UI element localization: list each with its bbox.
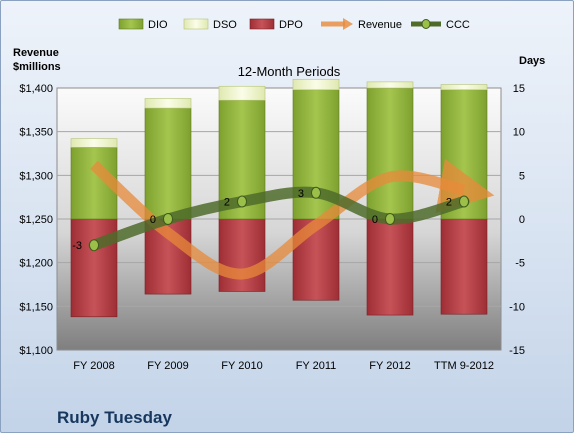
- left-axis-label-line1: Revenue: [13, 47, 59, 59]
- bar-dso: [218, 85, 266, 101]
- tick-labels: $1,100 $1,150 $1,200 $1,250 $1,300 $1,350 $1,4…: [19, 83, 525, 372]
- left-tick-label: $1,100: [19, 345, 53, 357]
- left-tick-label: $1,200: [19, 258, 53, 270]
- category-label: FY 2010: [221, 360, 262, 372]
- right-tick-label: -10: [509, 301, 525, 313]
- left-tick-label: $1,150: [19, 301, 53, 313]
- legend-marker-ccc: [421, 19, 431, 29]
- right-tick-label: -15: [509, 345, 525, 357]
- ccc-data-label: 0: [150, 214, 156, 226]
- ccc-point: [311, 186, 321, 199]
- category-label: FY 2008: [73, 360, 114, 372]
- company-name: Ruby Tuesday: [57, 408, 172, 427]
- ccc-data-label: 3: [298, 188, 304, 200]
- bar-dio: [144, 107, 192, 220]
- category-label: FY 2009: [147, 360, 188, 372]
- left-tick-label: $1,250: [19, 214, 53, 226]
- category-label: TTM 9-2012: [434, 360, 494, 372]
- legend-label-revenue: Revenue: [358, 19, 402, 31]
- bar-dpo: [440, 218, 488, 315]
- legend-label-dpo: DPO: [279, 19, 303, 31]
- right-axis-label: Days: [519, 55, 545, 67]
- ccc-data-label: -3: [72, 240, 82, 252]
- ccc-point: [89, 239, 99, 252]
- right-tick-label: 0: [519, 214, 525, 226]
- ccc-point: [237, 195, 247, 208]
- bar-dso: [144, 98, 192, 109]
- left-axis-label-line2: $millions: [13, 61, 61, 73]
- category-label: FY 2011: [296, 360, 337, 372]
- bar-dpo: [366, 218, 414, 316]
- left-tick-label: $1,300: [19, 170, 53, 182]
- bar-dso: [440, 84, 488, 91]
- bar-dso: [292, 78, 340, 91]
- legend-label-dio: DIO: [148, 19, 168, 31]
- bar-dpo: [218, 218, 266, 292]
- legend-label-ccc: CCC: [446, 19, 470, 31]
- left-tick-label: $1,350: [19, 127, 53, 139]
- legend-swatch-dpo: [249, 18, 275, 30]
- legend-arrowhead-revenue: [343, 18, 353, 30]
- ccc-point: [459, 195, 469, 208]
- legend-swatch-dso: [183, 18, 209, 30]
- ccc-point: [385, 213, 395, 225]
- gridlines: [57, 131, 501, 307]
- right-tick-label: 5: [519, 170, 525, 182]
- ccc-line: [88, 186, 470, 251]
- chart-title: 12-Month Periods: [238, 64, 341, 79]
- bar-dso: [70, 138, 118, 148]
- right-tick-label: -5: [515, 258, 525, 270]
- line-series: -3 0 2 3 0 2: [72, 158, 495, 280]
- bar-dio: [366, 87, 414, 220]
- ccc-data-label: 2: [224, 197, 230, 209]
- legend-label-dso: DSO: [213, 19, 237, 31]
- left-tick-label: $1,400: [19, 83, 53, 95]
- legend-swatch-dio: [118, 18, 144, 30]
- ccc-point: [163, 213, 173, 225]
- right-tick-label: 10: [513, 127, 525, 139]
- right-tick-label: 15: [513, 83, 525, 95]
- bar-dso: [366, 81, 414, 89]
- ccc-data-label: 0: [372, 214, 378, 226]
- legend: DIO DSO DPO Revenue CCC: [118, 18, 470, 31]
- ccc-data-label: 2: [446, 197, 452, 209]
- category-label: FY 2012: [369, 360, 410, 372]
